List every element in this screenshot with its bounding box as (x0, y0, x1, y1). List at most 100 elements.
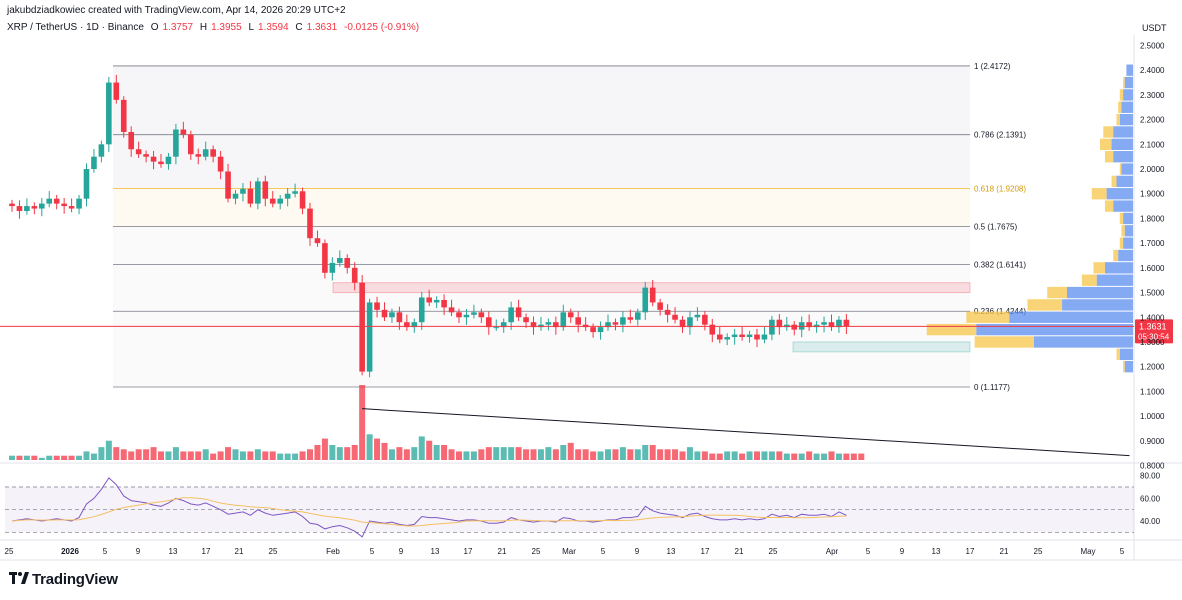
volume-profile-bar (1009, 311, 1133, 323)
tradingview-logo[interactable]: TradingView (9, 571, 118, 588)
time-tick-label: 17 (701, 547, 710, 556)
volume-bar (716, 453, 723, 460)
time-tick-label: Apr (826, 547, 839, 556)
volume-profile-bar (1096, 274, 1133, 286)
candle (374, 296, 380, 318)
candle (9, 199, 15, 212)
candle (731, 328, 738, 345)
candle-body (210, 149, 216, 157)
volume-bar (314, 445, 321, 460)
volume-bar (731, 451, 738, 460)
candle-body (195, 154, 202, 157)
volume-profile-bar (1121, 101, 1133, 113)
symbol-label[interactable]: XRP / TetherUS · 1D · Binance (7, 22, 144, 33)
volume-bar (247, 451, 254, 460)
volume-bar (68, 455, 75, 460)
candle-body (791, 324, 798, 330)
price-tick-label: 1.3000 (1140, 338, 1165, 347)
candle-body (746, 334, 753, 338)
volume-bar (307, 449, 313, 460)
candle-body (776, 319, 783, 328)
candle-body (553, 322, 559, 328)
volume-bar (105, 440, 112, 460)
volume-bar (493, 447, 500, 460)
volume-profile-bar (1034, 336, 1133, 348)
candle-body (262, 181, 269, 199)
volume-profile-bar (1100, 138, 1112, 151)
candle-body (366, 302, 373, 372)
candle-body (649, 287, 656, 303)
candle (471, 304, 477, 319)
volume-bar (605, 449, 611, 460)
fib-zone (113, 226, 970, 265)
volume-profile-bar (1116, 348, 1120, 361)
candle (113, 74, 120, 104)
candle-body (508, 307, 514, 323)
volume-bar (418, 436, 425, 460)
volume-bar (217, 451, 224, 460)
volume-bar (657, 449, 664, 460)
candle-body (98, 144, 105, 157)
volume-bar (560, 445, 567, 460)
candle (314, 230, 321, 247)
candle-body (672, 314, 678, 320)
candle-body (120, 99, 127, 132)
volume-bar (336, 447, 343, 460)
volume-bar (98, 447, 105, 460)
candle (307, 202, 313, 246)
volume-bar (292, 453, 299, 460)
candle (605, 314, 611, 331)
candle-body (716, 334, 723, 340)
candle (687, 311, 693, 335)
candle-body (463, 314, 470, 318)
candle (322, 239, 328, 279)
volume-bar (76, 455, 83, 460)
close-value: 1.3631 (306, 22, 338, 33)
volume-bar (754, 451, 760, 460)
candle-body (389, 312, 395, 318)
volume-bar (165, 451, 172, 460)
candle (836, 316, 842, 333)
fib-label: 0.786 (2.1391) (974, 131, 1026, 140)
price-tick-label: 2.0000 (1140, 165, 1165, 174)
volume-bar (113, 447, 120, 460)
candle-body (374, 302, 380, 310)
candle (277, 194, 283, 210)
candle (545, 318, 552, 331)
candle-body (240, 188, 246, 194)
volume-bar (761, 451, 768, 460)
candle (761, 326, 768, 344)
candle (754, 328, 760, 348)
candle-body (188, 134, 194, 155)
volume-profile-bar (1111, 138, 1133, 151)
candle (597, 321, 604, 340)
candle (46, 191, 53, 208)
price-tick-label: 0.9000 (1140, 437, 1165, 446)
volume-bar (202, 449, 209, 460)
candle-body (359, 282, 365, 372)
fib-label: 0 (1.1177) (974, 383, 1010, 392)
candle-body (709, 324, 716, 335)
volume-bar (403, 449, 410, 460)
candle (195, 148, 202, 165)
candle (135, 141, 142, 158)
volume-bar (9, 455, 15, 460)
candle (478, 308, 485, 323)
candle-body (76, 198, 82, 209)
volume-bar (321, 438, 328, 460)
candle (329, 257, 336, 281)
open-label: O (150, 22, 159, 33)
volume-bar (843, 453, 850, 460)
volume-profile-bar (1113, 150, 1133, 163)
candle-body (31, 206, 38, 209)
volume-bar (374, 438, 381, 460)
volume-profile-bar (1116, 175, 1133, 188)
candle (486, 311, 492, 335)
candle-body (396, 312, 403, 323)
volume-bar (299, 451, 306, 460)
volume-profile-bar (1027, 299, 1063, 311)
volume-profile-bar (1062, 299, 1133, 311)
candle-body (337, 257, 343, 263)
chart-credit: jakubdziadkowiec created with TradingVie… (7, 5, 346, 16)
